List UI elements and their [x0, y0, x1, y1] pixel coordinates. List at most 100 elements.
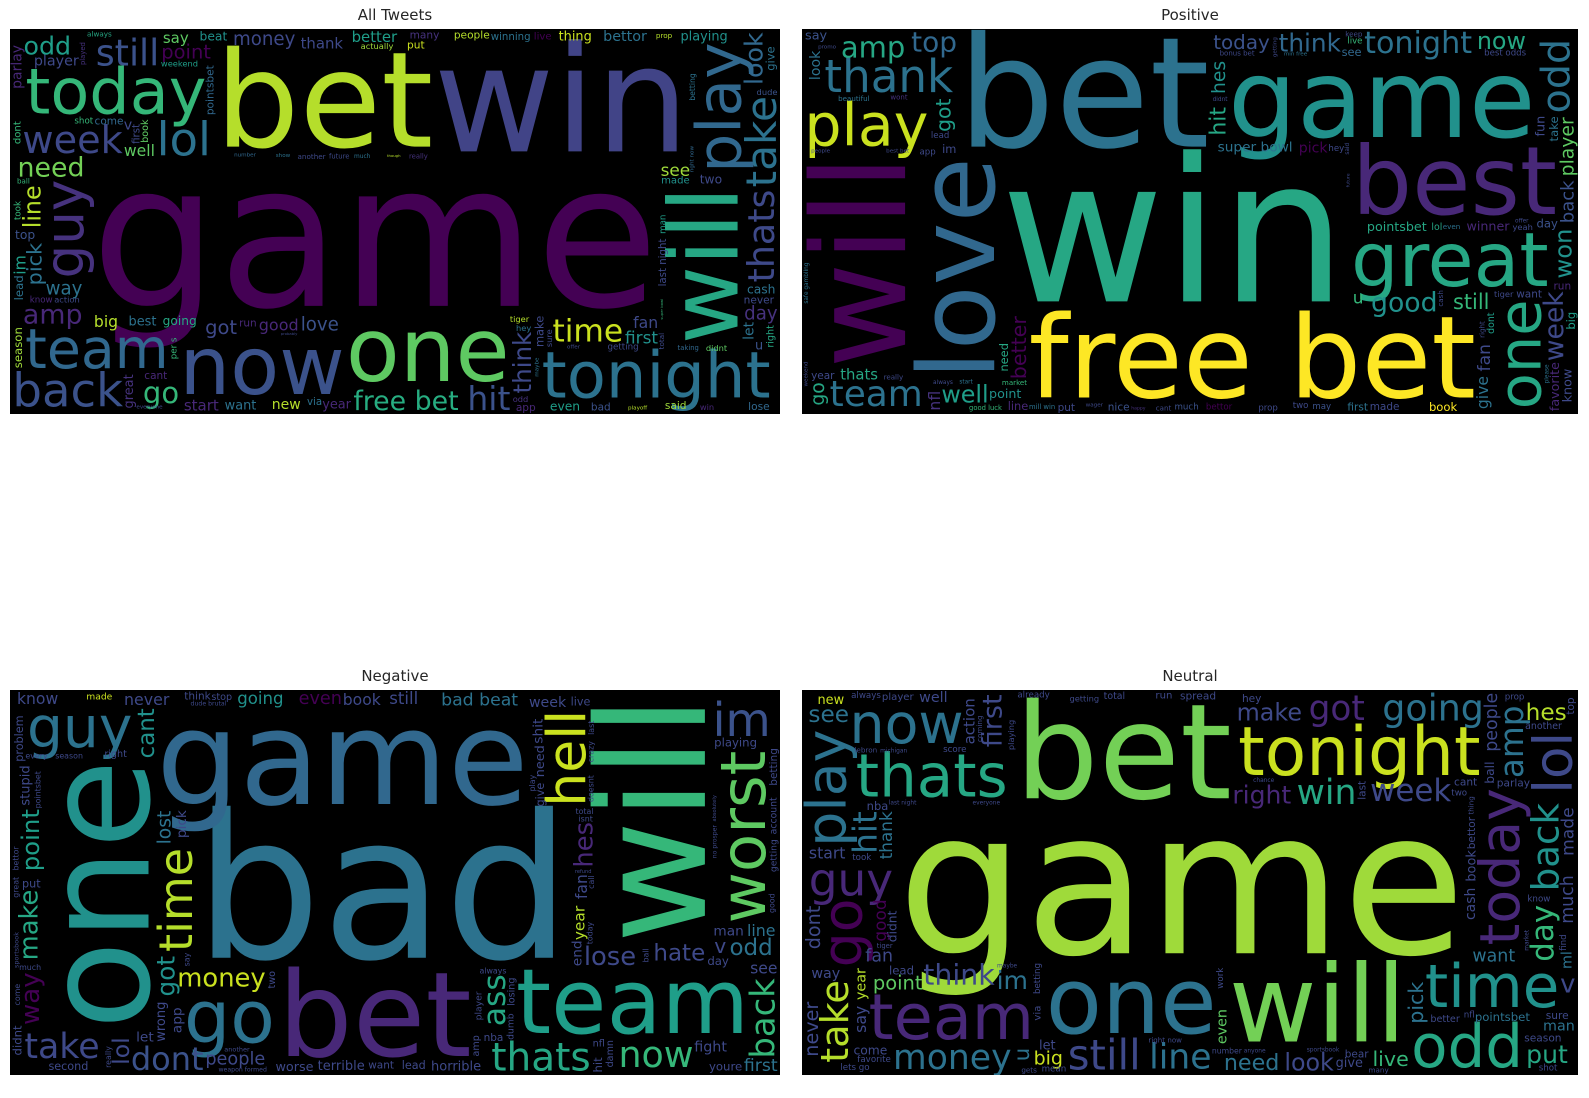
word-lead: lead	[931, 131, 949, 141]
word-nfl: nfl	[593, 1039, 605, 1050]
word-need: need	[997, 343, 1011, 371]
word-thing: thing	[1467, 796, 1476, 814]
word-much: much	[354, 154, 371, 160]
word-good-luck: good luck	[969, 404, 1002, 412]
word-number: number	[1212, 1046, 1243, 1055]
word-got: got	[932, 98, 956, 131]
word-score: score	[943, 745, 966, 755]
word-year: year	[853, 968, 869, 1000]
word-hey: hey	[1328, 144, 1344, 154]
word-anyone: anyone	[1244, 1048, 1266, 1054]
word-v: v	[1560, 970, 1575, 1000]
word-bonus-bet: bonus bet	[1220, 50, 1255, 58]
word-pick: pick	[174, 810, 190, 838]
word-day: day	[707, 954, 729, 968]
word-shot: shot	[74, 117, 93, 127]
word-top: top	[1565, 697, 1577, 715]
word-super-bowl: super bowl	[1218, 140, 1293, 156]
word-bettor: bettor	[1206, 403, 1233, 413]
panel-title-all-tweets: All Tweets	[357, 6, 433, 24]
word-shot: shot	[1539, 1064, 1558, 1074]
word-top: top	[911, 29, 957, 59]
word-bet: bet	[1015, 690, 1232, 830]
word-tonight: tonight	[542, 340, 771, 414]
word-pick: pick	[1299, 140, 1329, 156]
word-dude: dude	[757, 87, 778, 97]
word-total: total	[1104, 691, 1125, 702]
word-player: player	[1558, 117, 1579, 176]
word-parlay: parlay	[10, 45, 26, 89]
word-great: great	[122, 374, 137, 408]
word-via: via	[1033, 1006, 1044, 1021]
word-start: start	[959, 380, 973, 386]
word-want: want	[225, 399, 257, 414]
word-want: want	[1472, 947, 1515, 967]
word-hes: hes	[570, 822, 600, 868]
word-give: give	[1336, 1056, 1363, 1071]
word-point: point	[989, 386, 1021, 401]
word-thats: thats	[840, 366, 878, 383]
word-good: good	[870, 899, 890, 941]
word-fight: fight	[694, 1040, 727, 1056]
word-now: now	[850, 693, 964, 757]
word-gets: gets	[1021, 1065, 1037, 1074]
panel-title-positive: Positive	[1161, 6, 1219, 24]
word-hit: hit	[467, 379, 510, 414]
word-total: total	[575, 807, 593, 816]
word-didnt: didnt	[11, 1025, 25, 1055]
word-thats: thats	[491, 1035, 591, 1075]
word-book: book	[343, 691, 381, 709]
word-take: take	[1547, 116, 1561, 141]
word-lol: lol	[1431, 222, 1442, 233]
word-coming: coming	[975, 715, 984, 741]
word-terrible: terrible	[318, 1059, 365, 1074]
word-first: first	[132, 124, 143, 144]
word-didnt: didnt	[1213, 97, 1229, 103]
word-see: see	[808, 701, 849, 728]
word-game: game	[156, 690, 528, 835]
word-fan: fan	[865, 946, 893, 966]
word-give: give	[1474, 376, 1492, 409]
word-many: many	[1368, 1066, 1389, 1075]
word-isnt: isnt	[578, 814, 592, 823]
word-every: every	[25, 752, 48, 761]
word-pointsbet: pointsbet	[205, 65, 217, 115]
word-amp: amp	[471, 1035, 482, 1056]
word-nba: nba	[867, 799, 889, 813]
word-money: money	[893, 1038, 1012, 1075]
word-betting: betting	[768, 748, 780, 786]
word-odd: odd	[1411, 1013, 1523, 1075]
word-say: say	[851, 1006, 870, 1033]
word-going: going	[237, 690, 283, 708]
word-getting: getting	[1272, 37, 1278, 57]
word-last-night: last night	[889, 800, 917, 806]
word-bet: bet	[215, 29, 433, 179]
word-getting: getting	[768, 839, 779, 872]
word-still: still	[1068, 1031, 1141, 1075]
word-big: big	[1564, 312, 1578, 330]
word-made: made	[86, 692, 112, 703]
word-offer: offer	[567, 345, 581, 351]
word-say: say	[183, 952, 192, 966]
word-playoff: playoff	[628, 405, 647, 411]
word-game: game	[898, 768, 1466, 1001]
word-well: well	[124, 142, 155, 160]
word-prop: prop	[1505, 692, 1525, 702]
word-lead: lead	[402, 1059, 426, 1072]
word-man: man	[713, 924, 743, 940]
word-season: season	[11, 327, 25, 368]
word-happy: happy	[1131, 405, 1146, 411]
word-now: now	[1477, 29, 1526, 55]
word-made: made	[1559, 807, 1578, 856]
word-everyone: everyone	[136, 404, 163, 410]
word-way: way	[16, 972, 46, 1025]
word-account: account	[769, 797, 780, 834]
word-day: day	[1537, 217, 1558, 231]
word-going: going	[163, 314, 197, 328]
word-action: action	[54, 295, 80, 305]
word-first: first	[977, 694, 1008, 747]
word-best: best	[1352, 127, 1557, 237]
word-please: please	[1545, 364, 1551, 383]
